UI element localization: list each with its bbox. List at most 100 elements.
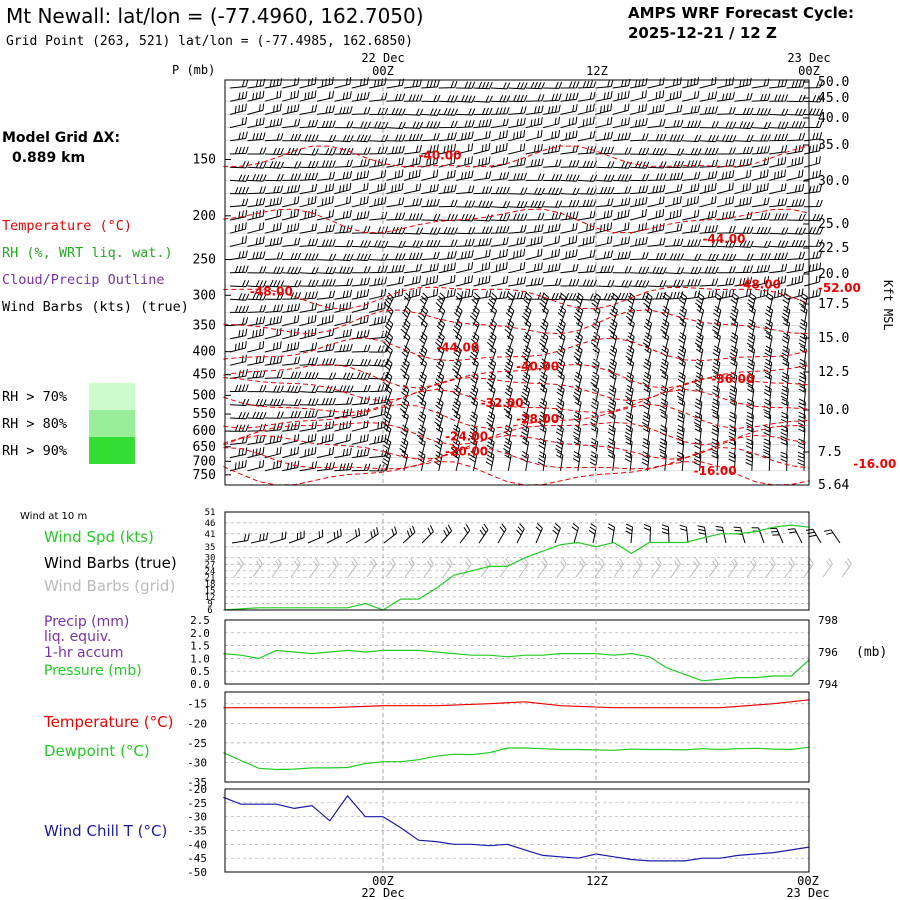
wind-tick-label: 30 <box>205 554 216 564</box>
pressure-tick-label: 550 <box>193 407 216 422</box>
wind-barb <box>747 318 756 339</box>
wind-barb <box>247 305 267 313</box>
wind-barb <box>607 451 616 471</box>
wind-barb <box>299 183 318 195</box>
wind-barb <box>438 169 456 181</box>
wind-barb <box>543 223 561 234</box>
wind-barb <box>264 147 284 155</box>
wind-barb <box>539 358 548 379</box>
wind-barb <box>677 371 686 392</box>
wind-barb <box>316 253 337 261</box>
wind-barb <box>435 358 445 379</box>
wind-barb <box>558 292 567 313</box>
wind-barb <box>351 182 369 195</box>
wind-barb <box>282 279 302 288</box>
wind-barb <box>734 77 752 89</box>
wind-barb <box>334 433 352 445</box>
wind-barb <box>229 198 249 208</box>
wind-barb <box>781 345 790 366</box>
wind-barb <box>334 210 352 221</box>
wind-barb <box>730 358 738 379</box>
wind-barb <box>762 438 771 458</box>
wind-tick-label: 24 <box>205 567 216 577</box>
isotherm-contour <box>223 403 810 429</box>
wind-barb <box>508 172 527 181</box>
wind-barb <box>473 214 493 222</box>
wind-barb <box>661 524 670 544</box>
wind-barb <box>699 289 718 300</box>
wind-barb <box>229 447 248 459</box>
wind-barb <box>694 424 702 445</box>
wind-barb <box>438 143 456 155</box>
wind-barb <box>612 279 632 288</box>
wind-barb <box>299 148 319 156</box>
wind-barb <box>803 132 823 142</box>
wind-barb <box>299 195 317 208</box>
wind-barb <box>782 292 791 313</box>
wind-barb <box>608 345 618 366</box>
cross-section-panel: P (mb) 22 Dec 00Z 12Z 23 Dec 00Z Kft MSL… <box>172 51 896 493</box>
wind-barb <box>699 134 719 143</box>
wind-barb <box>247 78 266 89</box>
wind-barb <box>469 450 478 471</box>
wind-barb <box>229 146 249 155</box>
wind-barb <box>421 121 441 129</box>
wind-barb <box>456 213 476 222</box>
wind-barb <box>264 446 282 459</box>
wind-barb <box>264 434 283 445</box>
wind-barb <box>763 451 771 471</box>
wind-barb <box>247 328 265 340</box>
wind-barb <box>682 195 699 208</box>
wind-barb <box>229 354 247 366</box>
wind-barb <box>507 292 515 313</box>
wind-barb <box>660 345 669 366</box>
wind-barb <box>630 266 650 274</box>
wind-barb <box>264 133 284 142</box>
wind-barb <box>670 557 681 578</box>
wind-barb <box>780 451 788 471</box>
precip-tick-label: 1.0 <box>190 652 210 665</box>
wind-barb <box>612 117 630 129</box>
wind-barb <box>659 424 668 445</box>
wind-barb <box>540 345 549 366</box>
wind-barb <box>787 528 803 544</box>
model-grid-label: Model Grid ΔX: <box>2 130 120 146</box>
wind-barb <box>747 385 755 405</box>
wind-chill-tick-label: -45 <box>187 852 207 865</box>
precip-pressure-frame <box>224 619 810 685</box>
wind-barb <box>299 342 318 353</box>
wind-barb <box>803 199 823 208</box>
wind-barb <box>351 277 370 287</box>
wind-barb <box>385 557 396 578</box>
precip-pressure-panel: Precip (mm) liq. equiv. 1-hr accum Press… <box>44 614 887 691</box>
wind-barb <box>229 341 247 353</box>
wind-barb <box>786 198 806 208</box>
wind-barb <box>577 130 596 142</box>
wind-barb <box>588 523 597 544</box>
pressure-tick-label: 300 <box>193 288 216 303</box>
top-time-label-1: 00Z <box>372 64 394 78</box>
wind-tick-label: 18 <box>205 580 216 590</box>
legend-wind-barbs: Wind Barbs (kts) (true) <box>2 299 189 315</box>
wind-barb <box>247 173 267 182</box>
top-date-label-3: 23 Dec <box>787 51 830 65</box>
wind-barb <box>661 332 670 353</box>
wind-barb <box>764 345 773 366</box>
wind-barb <box>282 356 301 366</box>
wind-barb <box>247 292 267 301</box>
wind-barb <box>334 462 353 472</box>
wind-barb <box>560 116 578 129</box>
wind-barb <box>264 236 283 247</box>
wind-barb <box>682 120 702 129</box>
wind-barb <box>751 107 771 116</box>
wind-barb <box>575 318 584 339</box>
wind-barb <box>455 262 474 274</box>
wind-barb <box>299 160 319 169</box>
wind-barb <box>316 314 334 327</box>
rh-level-90-swatch <box>89 437 135 464</box>
top-date-label-1: 22 Dec <box>361 51 404 65</box>
wind-barb <box>299 327 317 340</box>
wind-barb <box>334 408 352 419</box>
wind-barb <box>659 398 668 419</box>
wind-barb <box>316 239 336 247</box>
